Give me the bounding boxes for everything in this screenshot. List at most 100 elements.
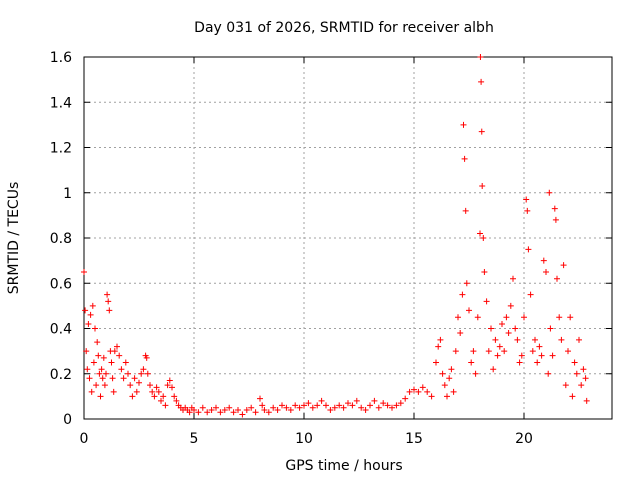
data-point xyxy=(169,384,175,391)
data-point xyxy=(89,302,96,309)
data-point xyxy=(505,330,512,337)
data-point xyxy=(460,121,467,128)
data-point xyxy=(318,397,325,404)
data-point xyxy=(336,402,343,409)
data-point xyxy=(415,388,422,395)
plot-frame xyxy=(83,56,613,420)
data-point xyxy=(393,402,400,409)
data-point xyxy=(477,230,483,237)
data-point xyxy=(191,406,197,413)
data-point xyxy=(567,314,574,321)
data-point xyxy=(439,370,446,377)
y-tick-label: 1.6 xyxy=(50,50,72,66)
y-axis-label: SRMTID / TECUs xyxy=(6,182,22,295)
data-point xyxy=(84,366,91,373)
data-point xyxy=(501,348,508,355)
data-point xyxy=(480,235,487,241)
axis-ticks: 0 0.2 0.4 0.6 0.8 1 1.2 1.4 1.6 0 5 10 15 20 xyxy=(50,50,612,447)
y-tick-label: 1 xyxy=(63,186,72,202)
data-point xyxy=(120,375,127,382)
grid-lines xyxy=(84,57,612,419)
data-point xyxy=(96,370,103,377)
data-point xyxy=(358,404,365,411)
data-point xyxy=(101,382,108,389)
data-point xyxy=(129,393,136,400)
data-point xyxy=(560,262,567,269)
data-point xyxy=(551,205,558,212)
data-point xyxy=(543,268,549,275)
data-point xyxy=(538,352,545,359)
data-point xyxy=(87,311,94,318)
data-point xyxy=(389,404,395,411)
data-point xyxy=(580,366,587,373)
data-point xyxy=(81,268,87,275)
data-point xyxy=(532,336,538,343)
x-tick-label: 15 xyxy=(405,431,423,447)
data-point xyxy=(485,348,492,355)
data-point xyxy=(450,388,457,395)
data-point xyxy=(230,409,237,416)
data-point xyxy=(93,382,100,389)
x-tick-label: 5 xyxy=(190,431,199,447)
data-point xyxy=(265,409,272,416)
data-point xyxy=(406,388,413,395)
data-point xyxy=(109,375,116,382)
data-point xyxy=(208,406,215,413)
data-point xyxy=(490,366,497,373)
data-point xyxy=(510,275,516,282)
data-point xyxy=(125,370,131,377)
data-point xyxy=(133,388,140,395)
data-point xyxy=(441,382,448,389)
data-point xyxy=(562,382,569,389)
data-point xyxy=(143,354,150,361)
data-point xyxy=(213,404,219,411)
data-point xyxy=(173,397,180,404)
data-point xyxy=(444,393,450,400)
data-point xyxy=(149,388,156,395)
data-point xyxy=(85,320,92,327)
data-point xyxy=(99,375,106,382)
data-point xyxy=(127,382,134,389)
data-point xyxy=(131,375,138,382)
data-point xyxy=(195,409,202,416)
data-point xyxy=(375,404,382,411)
data-point xyxy=(479,182,486,189)
data-point xyxy=(82,307,89,314)
data-point xyxy=(261,406,268,413)
data-point xyxy=(94,339,101,346)
data-point xyxy=(437,336,444,343)
data-point xyxy=(248,404,255,411)
data-point xyxy=(199,404,206,411)
data-point xyxy=(534,359,541,366)
data-point xyxy=(478,78,485,85)
data-point xyxy=(525,246,532,253)
data-point xyxy=(402,395,409,402)
data-point xyxy=(477,54,484,60)
data-point xyxy=(569,393,576,400)
data-point xyxy=(283,404,290,411)
data-point xyxy=(527,291,534,298)
data-point xyxy=(155,388,162,395)
data-point xyxy=(106,307,113,314)
data-point xyxy=(305,400,312,407)
data-point xyxy=(166,377,173,384)
data-point xyxy=(481,268,488,275)
data-point xyxy=(524,207,531,214)
data-point xyxy=(111,348,118,355)
data-point xyxy=(257,395,263,402)
data-point xyxy=(153,384,160,391)
data-point xyxy=(287,406,294,413)
chart-title: Day 031 of 2026, SRMTID for receiver alb… xyxy=(194,20,494,36)
data-point xyxy=(419,384,426,391)
y-tick-label: 0 xyxy=(63,412,72,428)
data-point xyxy=(470,348,477,355)
data-point xyxy=(296,404,303,411)
data-point xyxy=(162,402,169,409)
data-point xyxy=(204,409,211,416)
data-point xyxy=(327,406,334,413)
data-point xyxy=(478,128,485,135)
data-point xyxy=(103,370,109,377)
data-point xyxy=(349,402,356,409)
data-point xyxy=(301,402,307,409)
data-point xyxy=(97,393,104,400)
